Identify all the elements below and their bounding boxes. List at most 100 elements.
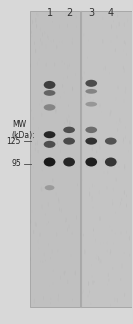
- Ellipse shape: [126, 230, 127, 234]
- Ellipse shape: [66, 118, 67, 122]
- Ellipse shape: [90, 96, 91, 98]
- Ellipse shape: [108, 273, 109, 277]
- Ellipse shape: [99, 216, 100, 221]
- Text: MW
(kDa):: MW (kDa):: [12, 120, 35, 140]
- Ellipse shape: [119, 118, 120, 122]
- Ellipse shape: [69, 120, 70, 125]
- Ellipse shape: [110, 249, 111, 254]
- Ellipse shape: [32, 131, 33, 136]
- Ellipse shape: [67, 75, 68, 79]
- Ellipse shape: [89, 290, 90, 293]
- Ellipse shape: [93, 228, 94, 232]
- Ellipse shape: [115, 48, 116, 52]
- Ellipse shape: [129, 254, 130, 257]
- Text: 4: 4: [108, 8, 114, 17]
- Ellipse shape: [80, 130, 81, 132]
- Ellipse shape: [48, 243, 49, 246]
- Ellipse shape: [35, 18, 36, 23]
- Ellipse shape: [88, 281, 89, 286]
- Ellipse shape: [117, 14, 118, 18]
- Ellipse shape: [36, 223, 37, 227]
- Ellipse shape: [67, 280, 68, 284]
- Ellipse shape: [33, 117, 34, 120]
- Ellipse shape: [126, 203, 127, 207]
- Ellipse shape: [53, 39, 54, 42]
- Ellipse shape: [83, 234, 84, 236]
- Ellipse shape: [97, 80, 98, 83]
- Ellipse shape: [44, 104, 55, 110]
- Ellipse shape: [36, 13, 37, 16]
- Ellipse shape: [95, 143, 96, 145]
- Ellipse shape: [102, 39, 103, 44]
- Ellipse shape: [41, 204, 43, 209]
- Ellipse shape: [87, 57, 88, 59]
- Ellipse shape: [125, 90, 126, 94]
- Ellipse shape: [65, 131, 66, 134]
- Ellipse shape: [119, 22, 120, 27]
- Ellipse shape: [40, 38, 41, 41]
- Ellipse shape: [117, 298, 118, 303]
- Ellipse shape: [86, 164, 87, 168]
- Ellipse shape: [72, 38, 73, 40]
- Ellipse shape: [44, 157, 55, 167]
- Ellipse shape: [34, 41, 35, 45]
- Ellipse shape: [33, 230, 34, 234]
- Ellipse shape: [99, 145, 100, 147]
- Ellipse shape: [91, 264, 92, 267]
- Ellipse shape: [75, 271, 76, 276]
- Ellipse shape: [67, 120, 68, 123]
- Ellipse shape: [54, 62, 55, 67]
- Ellipse shape: [68, 224, 69, 229]
- Bar: [30, 11, 80, 307]
- Ellipse shape: [44, 81, 55, 89]
- Ellipse shape: [30, 257, 31, 261]
- Ellipse shape: [30, 220, 31, 224]
- Ellipse shape: [117, 160, 118, 165]
- Ellipse shape: [94, 281, 95, 283]
- Ellipse shape: [105, 65, 106, 71]
- Ellipse shape: [48, 36, 49, 40]
- Ellipse shape: [81, 148, 82, 150]
- Ellipse shape: [113, 20, 114, 23]
- Ellipse shape: [31, 109, 32, 112]
- Ellipse shape: [32, 20, 33, 24]
- Ellipse shape: [63, 127, 75, 133]
- Ellipse shape: [92, 146, 93, 151]
- Ellipse shape: [48, 144, 49, 149]
- Ellipse shape: [96, 150, 97, 154]
- Ellipse shape: [48, 202, 49, 207]
- Ellipse shape: [123, 137, 124, 142]
- Ellipse shape: [76, 25, 77, 28]
- Ellipse shape: [121, 198, 122, 201]
- Ellipse shape: [117, 128, 118, 132]
- Ellipse shape: [79, 165, 80, 168]
- Ellipse shape: [41, 186, 42, 191]
- Ellipse shape: [31, 30, 32, 34]
- Ellipse shape: [58, 294, 59, 297]
- Text: 2: 2: [66, 8, 72, 17]
- Ellipse shape: [124, 22, 125, 27]
- Ellipse shape: [125, 126, 126, 129]
- Ellipse shape: [52, 146, 53, 150]
- Ellipse shape: [50, 257, 51, 260]
- Ellipse shape: [98, 256, 99, 261]
- Ellipse shape: [39, 104, 40, 106]
- Ellipse shape: [52, 21, 53, 23]
- Ellipse shape: [57, 249, 58, 253]
- Ellipse shape: [67, 228, 68, 232]
- Ellipse shape: [35, 49, 36, 53]
- Ellipse shape: [124, 293, 125, 297]
- Ellipse shape: [89, 188, 90, 190]
- Ellipse shape: [109, 72, 110, 74]
- Ellipse shape: [82, 76, 83, 80]
- Ellipse shape: [55, 103, 56, 107]
- Ellipse shape: [112, 202, 113, 206]
- Ellipse shape: [115, 158, 116, 162]
- Text: 1: 1: [47, 8, 53, 17]
- Ellipse shape: [105, 138, 117, 145]
- Ellipse shape: [85, 157, 97, 167]
- Ellipse shape: [41, 112, 42, 117]
- Ellipse shape: [105, 157, 117, 167]
- Ellipse shape: [115, 212, 116, 214]
- Ellipse shape: [69, 64, 70, 67]
